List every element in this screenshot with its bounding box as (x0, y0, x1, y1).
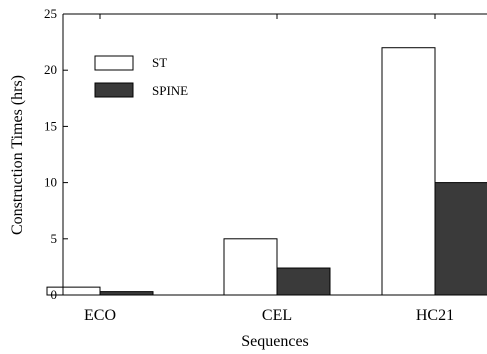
x-ticks: ECO CEL HC21 (84, 14, 454, 324)
y-tick-label-20: 20 (44, 62, 57, 77)
y-tick-label-5: 5 (51, 231, 58, 246)
legend-swatch-spine (94, 82, 134, 98)
y-tick-label-0: 0 (51, 287, 58, 302)
y-ticks: 0 5 10 15 20 25 (44, 6, 68, 302)
legend-swatch-st (94, 55, 134, 71)
legend-label-st: ST (152, 55, 167, 70)
y-tick-label-15: 15 (44, 118, 57, 133)
bar-st-hc21 (381, 47, 436, 296)
legend-label-spine: SPINE (152, 83, 188, 98)
bar-spine-cel (276, 267, 331, 296)
legend: ST SPINE (94, 55, 188, 98)
bar-spine-hc21 (434, 182, 487, 296)
y-tick-label-25: 25 (44, 6, 57, 21)
bar-spine-eco (99, 291, 154, 296)
axes-layer (62, 13, 487, 296)
x-axis-label: Sequences (241, 333, 309, 350)
x-tick-label-hc21: HC21 (416, 307, 454, 324)
y-axis-label: Construction Times (hrs) (9, 75, 26, 235)
bar-st-cel (223, 238, 278, 296)
x-tick-label-eco: ECO (84, 307, 116, 324)
y-tick-label-10: 10 (44, 175, 57, 190)
x-tick-label-cel: CEL (262, 307, 292, 324)
bars-layer (46, 47, 487, 296)
